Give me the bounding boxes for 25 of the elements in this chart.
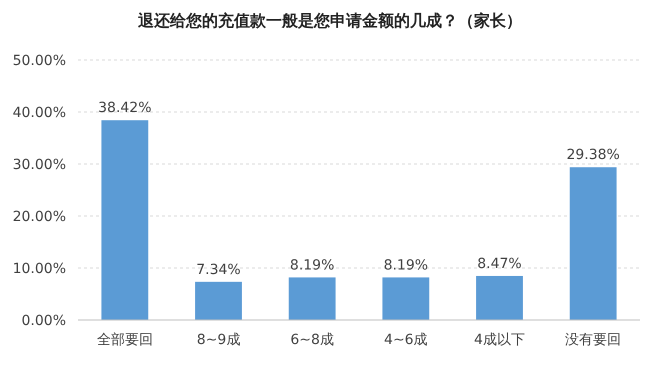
x-tick-label: 4~6成 <box>384 332 428 348</box>
x-tick-label: 全部要回 <box>96 332 153 348</box>
chart-title: 退还给您的充值款一般是您申请金额的几成？（家长） <box>137 11 522 30</box>
y-tick-label: 30.00% <box>12 156 66 173</box>
bar <box>570 167 617 320</box>
bar <box>382 277 430 320</box>
y-tick-label: 20.00% <box>12 208 66 225</box>
data-label: 8.19% <box>384 257 428 274</box>
data-label: 8.47% <box>477 256 522 272</box>
data-label: 8.19% <box>290 257 334 274</box>
y-tick-label: 40.00% <box>12 104 66 121</box>
y-tick-label: 0.00% <box>22 312 66 329</box>
y-tick-label: 10.00% <box>12 260 66 277</box>
bar <box>195 282 242 320</box>
data-label: 7.34% <box>196 262 241 278</box>
data-label: 29.38% <box>566 147 620 164</box>
bar <box>101 120 148 320</box>
bar <box>288 277 336 320</box>
x-tick-label: 6~8成 <box>290 332 334 348</box>
data-label: 38.42% <box>98 100 152 116</box>
x-tick-label: 8~9成 <box>196 332 240 348</box>
bar <box>476 276 523 320</box>
x-tick-label: 没有要回 <box>565 332 622 348</box>
x-tick-label: 4成以下 <box>474 332 525 348</box>
y-tick-label: 50.00% <box>12 52 66 69</box>
